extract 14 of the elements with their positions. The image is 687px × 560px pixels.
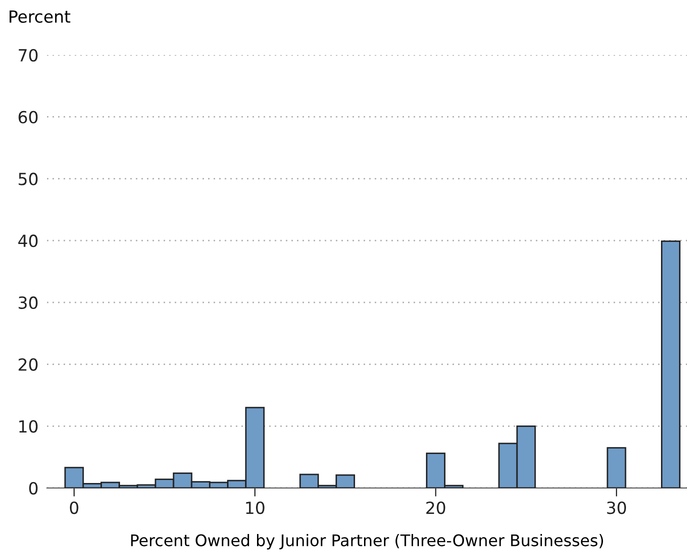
y-tick-label: 10 bbox=[19, 420, 38, 433]
x-axis-title: Percent Owned by Junior Partner (Three-Owner Businesses) bbox=[131, 534, 604, 550]
x-tick-label: 20 bbox=[426, 501, 446, 514]
x-tick-label: 0 bbox=[70, 501, 78, 514]
y-tick-label: 60 bbox=[18, 110, 38, 124]
x-tick-label: 10 bbox=[246, 501, 264, 514]
y-tick-label: 40 bbox=[18, 234, 38, 248]
y-axis-title: Percent bbox=[10, 10, 70, 23]
y-tick-label: 30 bbox=[18, 296, 38, 309]
y-tick-label: 0 bbox=[29, 482, 38, 495]
y-tick-label: 20 bbox=[18, 358, 38, 371]
y-tick-label: 70 bbox=[18, 48, 38, 62]
x-tick-label: 30 bbox=[607, 501, 626, 514]
y-tick-label: 50 bbox=[18, 172, 38, 186]
